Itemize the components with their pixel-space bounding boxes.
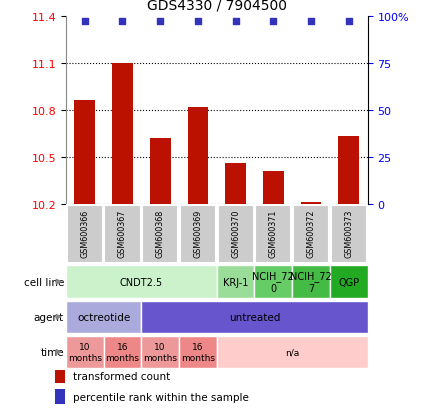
- Bar: [293, 205, 329, 264]
- Bar: [217, 336, 368, 368]
- Point: [119, 19, 126, 26]
- Text: time: time: [40, 347, 64, 357]
- Text: 16
months: 16 months: [105, 342, 139, 362]
- Bar: [300, 203, 321, 204]
- Text: 16
months: 16 months: [181, 342, 215, 362]
- Point: [270, 19, 277, 26]
- Text: GSM600366: GSM600366: [80, 209, 89, 257]
- Text: CNDT2.5: CNDT2.5: [120, 277, 163, 287]
- Bar: [66, 266, 217, 298]
- Text: GSM600373: GSM600373: [344, 209, 353, 257]
- Title: GDS4330 / 7904500: GDS4330 / 7904500: [147, 0, 287, 12]
- Bar: [330, 266, 368, 298]
- Bar: [74, 101, 95, 204]
- Bar: [55, 389, 65, 404]
- Bar: [55, 369, 65, 383]
- Text: octreotide: octreotide: [77, 312, 130, 322]
- Text: GSM600369: GSM600369: [193, 209, 202, 257]
- Bar: [150, 139, 170, 204]
- Text: 10
months: 10 months: [143, 342, 177, 362]
- Text: QGP: QGP: [338, 277, 359, 287]
- Point: [195, 19, 201, 26]
- Text: GSM600372: GSM600372: [306, 209, 315, 257]
- Text: 10
months: 10 months: [68, 342, 102, 362]
- Point: [81, 19, 88, 26]
- Bar: [180, 205, 216, 264]
- Bar: [217, 266, 255, 298]
- Text: GSM600368: GSM600368: [156, 209, 164, 257]
- Bar: [292, 266, 330, 298]
- Bar: [104, 336, 141, 368]
- Text: n/a: n/a: [285, 348, 299, 356]
- Bar: [218, 205, 254, 264]
- Text: KRJ-1: KRJ-1: [223, 277, 248, 287]
- Text: GSM600367: GSM600367: [118, 209, 127, 257]
- Text: NCIH_72
0: NCIH_72 0: [252, 271, 294, 293]
- Point: [157, 19, 164, 26]
- Text: cell line: cell line: [24, 277, 64, 287]
- Text: transformed count: transformed count: [73, 371, 170, 381]
- Text: percentile rank within the sample: percentile rank within the sample: [73, 392, 249, 402]
- Bar: [105, 205, 141, 264]
- Point: [232, 19, 239, 26]
- Text: NCIH_72
7: NCIH_72 7: [290, 271, 332, 293]
- Bar: [187, 107, 208, 204]
- Bar: [66, 336, 104, 368]
- Bar: [142, 205, 178, 264]
- Text: untreated: untreated: [229, 312, 280, 322]
- Text: GSM600371: GSM600371: [269, 209, 278, 257]
- Bar: [141, 336, 179, 368]
- Bar: [263, 171, 284, 204]
- Bar: [112, 64, 133, 204]
- Text: GSM600370: GSM600370: [231, 209, 240, 257]
- Bar: [255, 266, 292, 298]
- Bar: [338, 137, 359, 204]
- Bar: [179, 336, 217, 368]
- Point: [346, 19, 352, 26]
- Bar: [225, 164, 246, 204]
- Bar: [66, 301, 141, 333]
- Bar: [331, 205, 367, 264]
- Bar: [141, 301, 368, 333]
- Bar: [255, 205, 292, 264]
- Bar: [67, 205, 103, 264]
- Text: agent: agent: [34, 312, 64, 322]
- Point: [308, 19, 314, 26]
